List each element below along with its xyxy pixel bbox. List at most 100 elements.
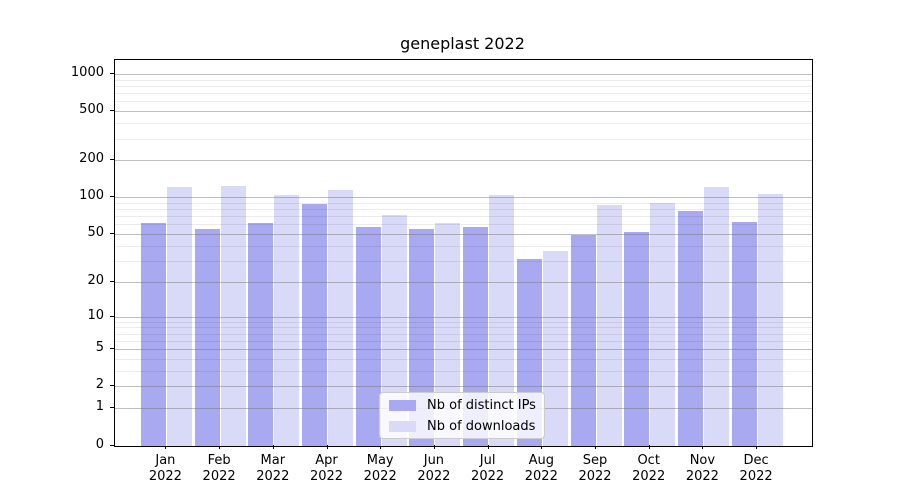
y-tick-mark-20 xyxy=(110,280,114,282)
x-tick-label-aug: Aug 2022 xyxy=(511,453,571,485)
gridline-minor-40 xyxy=(115,245,812,247)
gridline-major-2 xyxy=(115,386,812,388)
legend-entry-downloads: Nb of downloads xyxy=(380,417,544,435)
x-tick-month: Oct xyxy=(637,452,660,468)
x-tick-year: 2022 xyxy=(739,468,773,484)
x-tick-label-jun: Jun 2022 xyxy=(404,453,464,485)
x-tick-label-feb: Feb 2022 xyxy=(189,453,249,485)
gridline-minor-4 xyxy=(115,358,812,360)
y-tick-label-5: 5 xyxy=(95,340,104,356)
bar-distinct-ips-dec xyxy=(731,221,757,446)
y-tick-mark-2 xyxy=(110,385,114,387)
x-tick-label-may: May 2022 xyxy=(350,453,410,485)
x-tick-mark-oct xyxy=(648,444,650,449)
y-tick-label-1000: 1000 xyxy=(70,64,104,80)
gridline-minor-3 xyxy=(115,370,812,372)
x-tick-mark-mar xyxy=(272,444,274,449)
bar-distinct-ips-jan xyxy=(140,222,166,446)
y-tick-mark-500 xyxy=(110,110,114,112)
bar-downloads-oct xyxy=(650,202,676,446)
gridline-major-100 xyxy=(115,197,812,199)
gridline-minor-60 xyxy=(115,224,812,226)
y-tick-mark-1000 xyxy=(110,72,114,74)
y-tick-mark-50 xyxy=(110,233,114,234)
bar-distinct-ips-sep xyxy=(570,235,596,446)
gridline-major-500 xyxy=(115,111,812,113)
bar-downloads-sep xyxy=(596,205,622,446)
gridline-major-1000 xyxy=(115,73,812,75)
x-tick-mark-nov xyxy=(702,444,704,449)
y-tick-label-1: 1 xyxy=(95,399,104,415)
x-tick-month: Jul xyxy=(479,452,496,468)
y-tick-mark-100 xyxy=(110,196,114,198)
bar-downloads-mar xyxy=(274,195,300,446)
x-tick-label-sep: Sep 2022 xyxy=(565,453,625,485)
x-tick-mark-jun xyxy=(433,444,435,449)
gridline-minor-400 xyxy=(115,123,812,125)
x-tick-year: 2022 xyxy=(309,468,344,484)
x-tick-year: 2022 xyxy=(202,468,236,484)
x-tick-year: 2022 xyxy=(417,468,451,484)
x-tick-mark-apr xyxy=(326,444,328,449)
x-tick-mark-dec xyxy=(756,444,758,449)
bar-downloads-dec xyxy=(757,193,783,446)
bar-downloads-jan xyxy=(166,186,192,446)
bar-distinct-ips-may xyxy=(355,227,381,446)
x-tick-mark-jul xyxy=(487,444,489,449)
gridline-minor-70 xyxy=(115,216,812,218)
gridline-major-5 xyxy=(115,349,812,351)
x-tick-month: Mar xyxy=(260,452,286,468)
legend-swatch-distinct-ips xyxy=(389,399,416,411)
x-tick-month: Jun xyxy=(423,452,445,468)
gridline-minor-300 xyxy=(115,138,812,140)
x-tick-year: 2022 xyxy=(256,468,290,484)
x-tick-month: May xyxy=(366,452,394,468)
y-tick-label-200: 200 xyxy=(79,151,104,167)
x-tick-year: 2022 xyxy=(363,468,397,484)
x-tick-month: Nov xyxy=(689,452,716,468)
x-tick-label-nov: Nov 2022 xyxy=(672,453,732,485)
y-tick-label-2: 2 xyxy=(95,377,104,393)
gridline-minor-700 xyxy=(115,93,812,95)
gridline-minor-800 xyxy=(115,85,812,87)
x-tick-year: 2022 xyxy=(685,468,719,484)
x-tick-mark-jan xyxy=(165,444,167,449)
x-tick-mark-feb xyxy=(219,444,221,449)
gridline-major-50 xyxy=(115,234,812,235)
x-tick-month: Jan xyxy=(155,452,176,468)
y-tick-mark-1 xyxy=(110,407,114,409)
gridline-minor-9 xyxy=(115,321,812,323)
y-tick-label-20: 20 xyxy=(87,272,104,288)
bar-downloads-aug xyxy=(542,251,568,446)
gridline-minor-900 xyxy=(115,79,812,81)
gridline-major-20 xyxy=(115,281,812,283)
gridline-minor-90 xyxy=(115,202,812,204)
x-tick-month: Feb xyxy=(207,452,231,468)
legend: Nb of distinct IPs Nb of downloads xyxy=(379,392,545,439)
y-tick-label-10: 10 xyxy=(87,307,104,323)
x-tick-year: 2022 xyxy=(632,468,666,484)
bar-downloads-nov xyxy=(703,186,729,446)
x-tick-year: 2022 xyxy=(524,468,558,484)
x-tick-label-jan: Jan 2022 xyxy=(135,453,195,485)
x-tick-year: 2022 xyxy=(471,468,505,484)
gridline-minor-600 xyxy=(115,101,812,103)
x-tick-label-dec: Dec 2022 xyxy=(726,453,786,485)
bar-distinct-ips-mar xyxy=(248,222,274,446)
plot-area xyxy=(114,58,813,447)
y-tick-label-50: 50 xyxy=(87,225,104,240)
gridline-minor-7 xyxy=(115,333,812,335)
x-tick-year: 2022 xyxy=(148,468,182,484)
legend-label-downloads: Nb of downloads xyxy=(427,418,536,434)
gridline-minor-80 xyxy=(115,209,812,211)
y-tick-label-0: 0 xyxy=(95,436,104,452)
x-tick-label-oct: Oct 2022 xyxy=(619,453,679,485)
x-tick-month: Dec xyxy=(743,452,769,468)
y-tick-mark-10 xyxy=(110,315,114,317)
bar-distinct-ips-feb xyxy=(194,229,220,446)
x-tick-month: Apr xyxy=(315,452,338,468)
gridline-major-10 xyxy=(115,316,812,318)
gridline-minor-6 xyxy=(115,340,812,342)
x-tick-month: Aug xyxy=(528,452,554,468)
